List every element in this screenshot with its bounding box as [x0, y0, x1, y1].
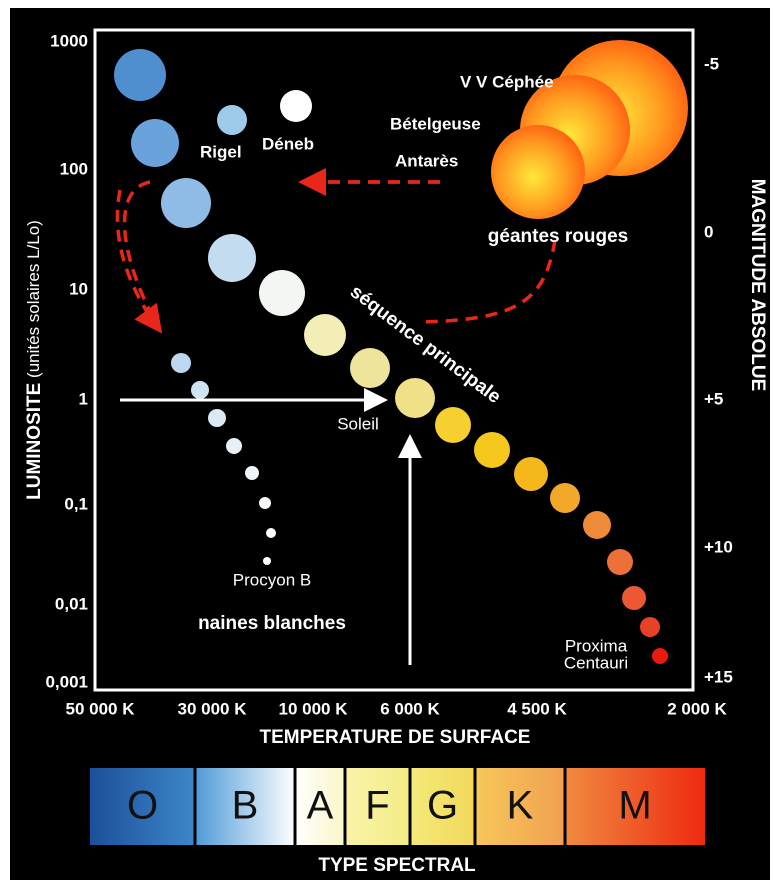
right-tick-label: +5 — [704, 389, 723, 408]
bottom-tick-label: 50 000 K — [66, 699, 136, 718]
star — [208, 234, 256, 282]
star — [280, 90, 312, 122]
star-label: Rigel — [200, 142, 242, 161]
group-label: géantes rouges — [488, 226, 628, 247]
star — [131, 119, 179, 167]
right-tick-label: +10 — [704, 537, 733, 556]
star — [350, 348, 390, 388]
star — [161, 178, 211, 228]
right-tick-label: +15 — [704, 667, 733, 686]
star — [217, 105, 247, 135]
star-label: V V Céphée — [460, 72, 554, 91]
left-tick-label: 0,001 — [45, 672, 88, 691]
spectral-class: K — [507, 784, 534, 828]
left-subtitle: (unités solaires L/Lo) — [24, 220, 43, 378]
spectral-title: TYPE SPECTRAL — [318, 855, 476, 876]
star — [622, 586, 646, 610]
star — [514, 457, 548, 491]
left-axis-title: LUMINOSITE (unités solaires L/Lo) — [24, 220, 45, 500]
star — [474, 432, 510, 468]
bottom-tick-label: 6 000 K — [380, 699, 440, 718]
spectral-class: M — [618, 784, 651, 828]
star — [435, 407, 471, 443]
giant-star — [491, 125, 585, 219]
bottom-tick-label: 10 000 K — [279, 699, 349, 718]
diagram: V V Céphée Bételgeuse Antarès géantes ro… — [0, 0, 774, 886]
page: {"axes": { "left_title": "LUMINOSITE", "… — [0, 0, 774, 886]
star — [226, 438, 242, 454]
left-tick-label: 10 — [69, 279, 88, 298]
left-tick-label: 1000 — [50, 31, 88, 50]
star — [550, 483, 580, 513]
star — [266, 528, 276, 538]
star — [607, 549, 633, 575]
bottom-tick-label: 2 000 K — [667, 699, 727, 718]
spectral-class: B — [232, 784, 259, 828]
left-title: LUMINOSITE — [24, 383, 45, 500]
star — [304, 314, 346, 356]
star — [259, 270, 305, 316]
star — [114, 49, 166, 101]
spectral-class: F — [365, 784, 389, 828]
bottom-tick-label: 30 000 K — [178, 699, 248, 718]
star-label: Déneb — [262, 134, 314, 153]
star-label: Antarès — [395, 151, 458, 170]
left-tick-label: 100 — [60, 159, 88, 178]
star — [395, 378, 435, 418]
star — [583, 511, 611, 539]
right-tick-label: -5 — [704, 54, 719, 73]
left-tick-label: 0,1 — [64, 494, 88, 513]
star-label: Bételgeuse — [390, 114, 481, 133]
star — [191, 381, 209, 399]
right-axis-title: MAGNITUDE ABSOLUE — [747, 179, 768, 392]
spectral-class: O — [127, 784, 158, 828]
star-label: Procyon B — [233, 570, 311, 589]
right-tick-label: 0 — [704, 222, 713, 241]
spectral-class: A — [307, 784, 334, 828]
star — [208, 409, 226, 427]
bottom-axis-title: TEMPERATURE DE SURFACE — [260, 727, 531, 748]
spectral-class: G — [427, 784, 458, 828]
star — [263, 557, 271, 565]
star-label: Centauri — [564, 653, 628, 672]
bottom-tick-label: 4 500 K — [507, 699, 567, 718]
star — [245, 466, 259, 480]
star-label: Soleil — [337, 414, 379, 433]
star — [259, 497, 271, 509]
group-label: naines blanches — [198, 613, 346, 634]
star — [640, 617, 660, 637]
left-tick-label: 0,01 — [55, 594, 88, 613]
left-tick-label: 1 — [79, 389, 88, 408]
star — [171, 353, 191, 373]
star — [652, 648, 668, 664]
